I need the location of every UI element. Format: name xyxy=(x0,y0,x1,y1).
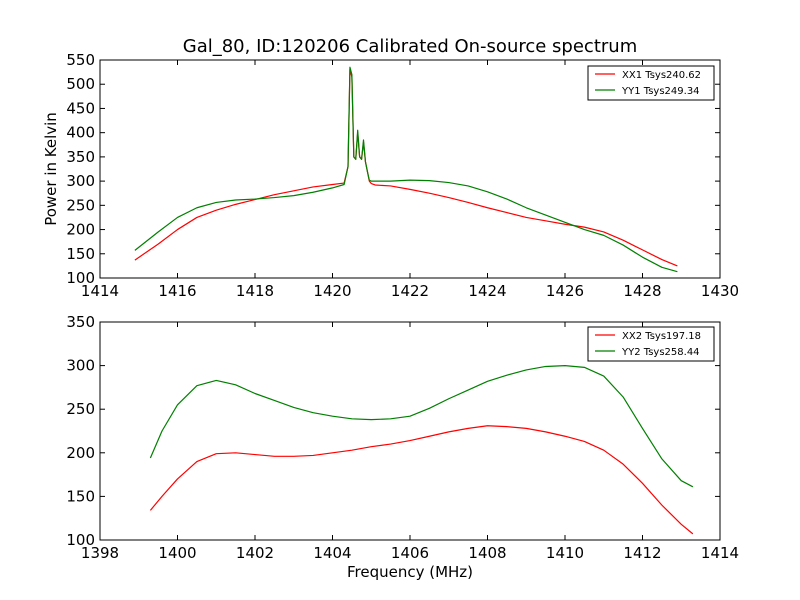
bottom-x-tick-label: 1408 xyxy=(468,544,506,562)
top-x-tick-label: 1416 xyxy=(158,282,196,300)
bottom-y-tick-label: 350 xyxy=(66,313,95,331)
bottom-legend-box xyxy=(587,326,715,362)
top-series-line-yy1 xyxy=(134,66,678,273)
top-legend: XX1 Tsys240.62 YY1 Tsys249.34 xyxy=(587,65,715,101)
top-y-tick-label: 400 xyxy=(66,124,95,142)
bottom-x-tick-label: 1400 xyxy=(158,544,196,562)
top-x-tick-label: 1418 xyxy=(236,282,274,300)
bottom-x-tick-label: 1402 xyxy=(236,544,274,562)
bottom-x-tick-label: 1406 xyxy=(391,544,429,562)
top-y-tick-label: 450 xyxy=(66,99,95,117)
top-y-tick-label: 550 xyxy=(66,51,95,69)
bottom-series-line-yy2 xyxy=(149,365,694,488)
bottom-y-tick-label: 100 xyxy=(66,531,95,549)
top-x-tick-label: 1428 xyxy=(623,282,661,300)
bottom-x-tick-label: 1404 xyxy=(313,544,351,562)
bottom-x-tick-label: 1410 xyxy=(546,544,584,562)
bottom-x-axis-label: Frequency (MHz) xyxy=(347,563,473,581)
top-y-tick-label: 500 xyxy=(66,75,95,93)
top-y-tick-label: 250 xyxy=(66,196,95,214)
bottom-legend-label-xx2: XX2 Tsys197.18 xyxy=(622,331,701,342)
top-x-tick-label: 1422 xyxy=(391,282,429,300)
top-spectrum-panel: Gal_80, ID:120206 Calibrated On-source s… xyxy=(42,36,739,300)
top-y-tick-label: 300 xyxy=(66,172,95,190)
bottom-legend: XX2 Tsys197.18 YY2 Tsys258.44 xyxy=(587,326,715,362)
top-y-tick-label: 150 xyxy=(66,245,95,263)
top-y-axis-label: Power in Kelvin xyxy=(42,112,60,226)
top-y-tick-label: 200 xyxy=(66,221,95,239)
top-x-tick-label: 1424 xyxy=(468,282,506,300)
bottom-y-tick-label: 300 xyxy=(66,357,95,375)
bottom-x-tick-label: 1398 xyxy=(81,544,119,562)
bottom-legend-label-yy2: YY2 Tsys258.44 xyxy=(621,347,700,358)
bottom-plot-area: 1398 1400 1402 1404 1406 1408 1410 1412 1414 100 1… xyxy=(66,313,739,562)
top-x-tick-label: 1430 xyxy=(701,282,739,300)
top-y-tick-label: 350 xyxy=(66,148,95,166)
top-legend-label-yy1: YY1 Tsys249.34 xyxy=(621,86,700,97)
top-x-tick-label: 1420 xyxy=(313,282,351,300)
top-legend-box xyxy=(587,65,715,101)
bottom-spectrum-panel: Frequency (MHz) 1398 1400 1402 1404 1406 1408… xyxy=(66,313,739,581)
bottom-x-tick-label: 1412 xyxy=(623,544,661,562)
bottom-x-tick-label: 1414 xyxy=(701,544,739,562)
bottom-y-tick-label: 150 xyxy=(66,487,95,505)
bottom-y-tick-label: 200 xyxy=(66,444,95,462)
top-y-tick-label: 100 xyxy=(66,269,95,287)
top-legend-label-xx1: XX1 Tsys240.62 xyxy=(622,70,701,81)
top-plot-area: 1414 1416 1418 1420 1422 1424 1426 1428 1430 100 1… xyxy=(66,51,739,300)
top-chart-title: Gal_80, ID:120206 Calibrated On-source s… xyxy=(183,36,637,57)
bottom-y-tick-label: 250 xyxy=(66,400,95,418)
top-x-tick-label: 1414 xyxy=(81,282,119,300)
bottom-series-line-xx2 xyxy=(149,425,694,535)
top-x-tick-label: 1426 xyxy=(546,282,584,300)
